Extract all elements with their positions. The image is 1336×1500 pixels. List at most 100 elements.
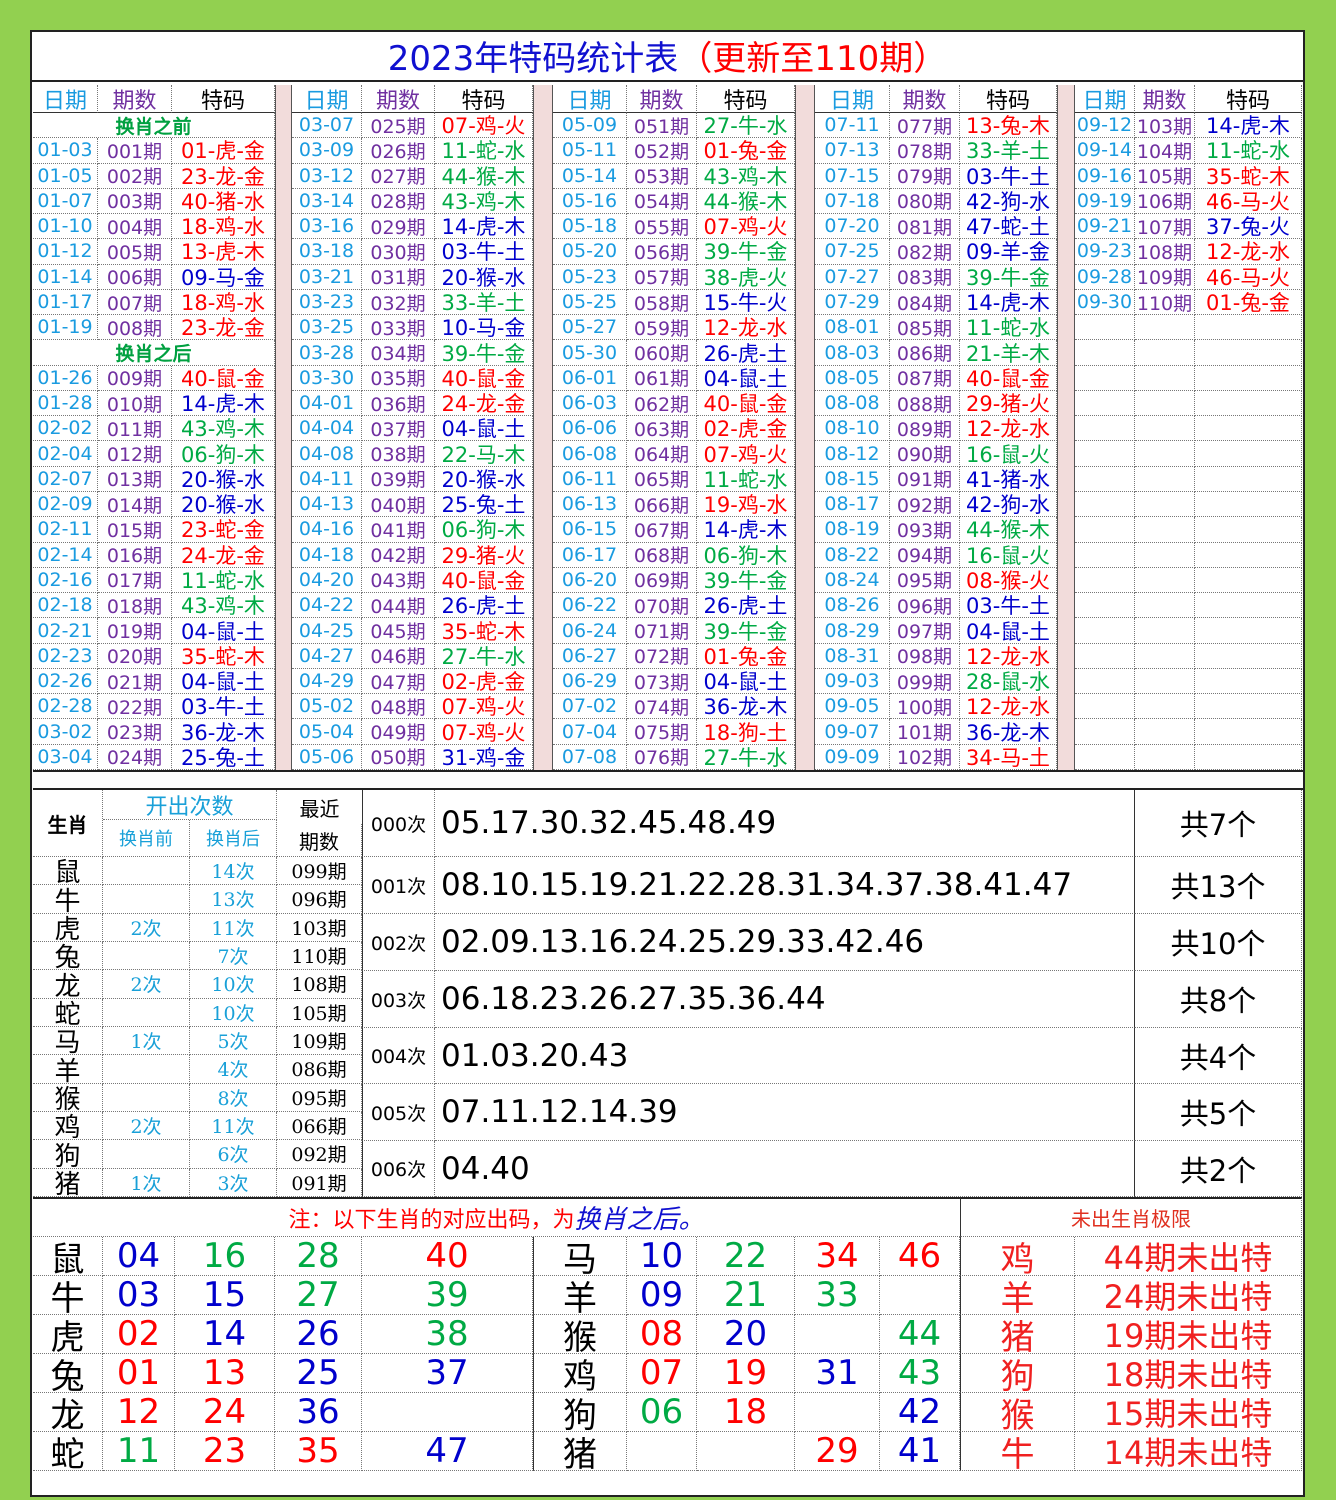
number: 36: [275, 1393, 362, 1432]
date: [1075, 618, 1135, 644]
period: 047期: [362, 668, 435, 695]
period: 058期: [627, 289, 697, 316]
code: [1195, 441, 1302, 467]
zodiac: 鸡: [33, 1112, 103, 1141]
code: 13-虎-木: [172, 239, 275, 265]
code: 03-牛-土: [435, 239, 533, 265]
header-recent: 最近: [299, 796, 340, 821]
code: 07-鸡-火: [697, 441, 795, 467]
header-date: 日期: [1075, 85, 1135, 113]
code: 39-牛-金: [697, 239, 795, 265]
date: 09-03: [815, 668, 890, 695]
period: 032期: [362, 289, 435, 316]
number: 12: [103, 1393, 175, 1432]
code: 03-牛-土: [172, 694, 275, 720]
miss-numbers: 02.09.13.16.24.25.29.33.42.46: [435, 914, 1135, 971]
date: [1075, 492, 1135, 518]
period: 104期: [1135, 138, 1195, 164]
date: 07-20: [815, 214, 890, 240]
count-after: 10次: [190, 998, 277, 1027]
code: 06-狗-木: [172, 441, 275, 467]
code: 27-牛-水: [697, 113, 795, 139]
zodiac: 蛇: [33, 998, 103, 1027]
count-after: 6次: [190, 1140, 277, 1169]
code: 20-猴-水: [172, 492, 275, 518]
period: [1135, 315, 1195, 341]
date: 02-18: [33, 593, 98, 619]
date: 02-16: [33, 567, 98, 594]
number: 27: [275, 1276, 362, 1315]
limit-text: 15期未出特: [1075, 1393, 1302, 1432]
date: 09-23: [1075, 239, 1135, 265]
date: 03-14: [292, 188, 362, 215]
date: 06-22: [553, 593, 627, 619]
date: 03-16: [292, 214, 362, 240]
period: 033期: [362, 315, 435, 341]
period: [1135, 567, 1195, 594]
period: 031期: [362, 264, 435, 290]
code: [1195, 694, 1302, 720]
number: 37: [362, 1354, 533, 1393]
date: 03-07: [292, 113, 362, 139]
miss-numbers: 08.10.15.19.21.22.28.31.34.37.38.41.47: [435, 857, 1135, 914]
code: 20-猴-水: [435, 466, 533, 493]
date: 03-04: [33, 744, 98, 770]
period: [1135, 694, 1195, 720]
date: [1075, 694, 1135, 720]
date: 05-25: [553, 289, 627, 316]
code: 11-蛇-水: [1195, 138, 1302, 164]
date: [1075, 668, 1135, 695]
code: 18-鸡-水: [172, 214, 275, 240]
date: 03-30: [292, 365, 362, 391]
code: 35-蛇-木: [1195, 163, 1302, 189]
period: [1135, 593, 1195, 619]
date: 07-08: [553, 744, 627, 770]
date: 02-21: [33, 618, 98, 644]
zodiac: 兔: [33, 1354, 103, 1393]
period: 061期: [627, 365, 697, 391]
period: 040期: [362, 492, 435, 518]
code: 36-龙-木: [172, 719, 275, 745]
header-code: 特码: [435, 85, 533, 113]
code: 14-虎-木: [960, 289, 1057, 316]
code: 39-牛-金: [960, 264, 1057, 290]
date: 01-28: [33, 390, 98, 417]
period: 103期: [1135, 113, 1195, 139]
number: 07: [627, 1354, 697, 1393]
code: 03-牛-土: [960, 163, 1057, 189]
date: 04-27: [292, 643, 362, 669]
separator: [1057, 85, 1075, 770]
recent-period: 110期: [277, 942, 362, 971]
zodiac: 猪: [533, 1432, 627, 1471]
number: 33: [795, 1276, 880, 1315]
period: 087期: [890, 365, 960, 391]
period: 021期: [98, 668, 172, 695]
code: 29-猪-火: [435, 542, 533, 568]
code: 02-虎-金: [697, 416, 795, 442]
code: 46-马-火: [1195, 264, 1302, 290]
code: 08-猴-火: [960, 567, 1057, 594]
count-before: 1次: [103, 1027, 190, 1056]
recent-period: 066期: [277, 1112, 362, 1141]
limit-text: 24期未出特: [1075, 1276, 1302, 1315]
period: 101期: [890, 719, 960, 745]
count-before: 2次: [103, 1112, 190, 1141]
period: 100期: [890, 694, 960, 720]
code: [1195, 567, 1302, 594]
date: 08-12: [815, 441, 890, 467]
code: 46-马-火: [1195, 188, 1302, 215]
period: 029期: [362, 214, 435, 240]
code: 44-猴-木: [697, 188, 795, 215]
period: 093期: [890, 517, 960, 543]
count-before: [103, 1055, 190, 1084]
code: 12-龙-水: [960, 643, 1057, 669]
code: 07-鸡-火: [697, 214, 795, 240]
date: 04-11: [292, 466, 362, 493]
date: 04-18: [292, 542, 362, 568]
date: 01-12: [33, 239, 98, 265]
date: 05-02: [292, 694, 362, 720]
zodiac: 龙: [33, 1393, 103, 1432]
period: 089期: [890, 416, 960, 442]
date: 07-29: [815, 289, 890, 316]
code: 40-鼠-金: [172, 365, 275, 391]
